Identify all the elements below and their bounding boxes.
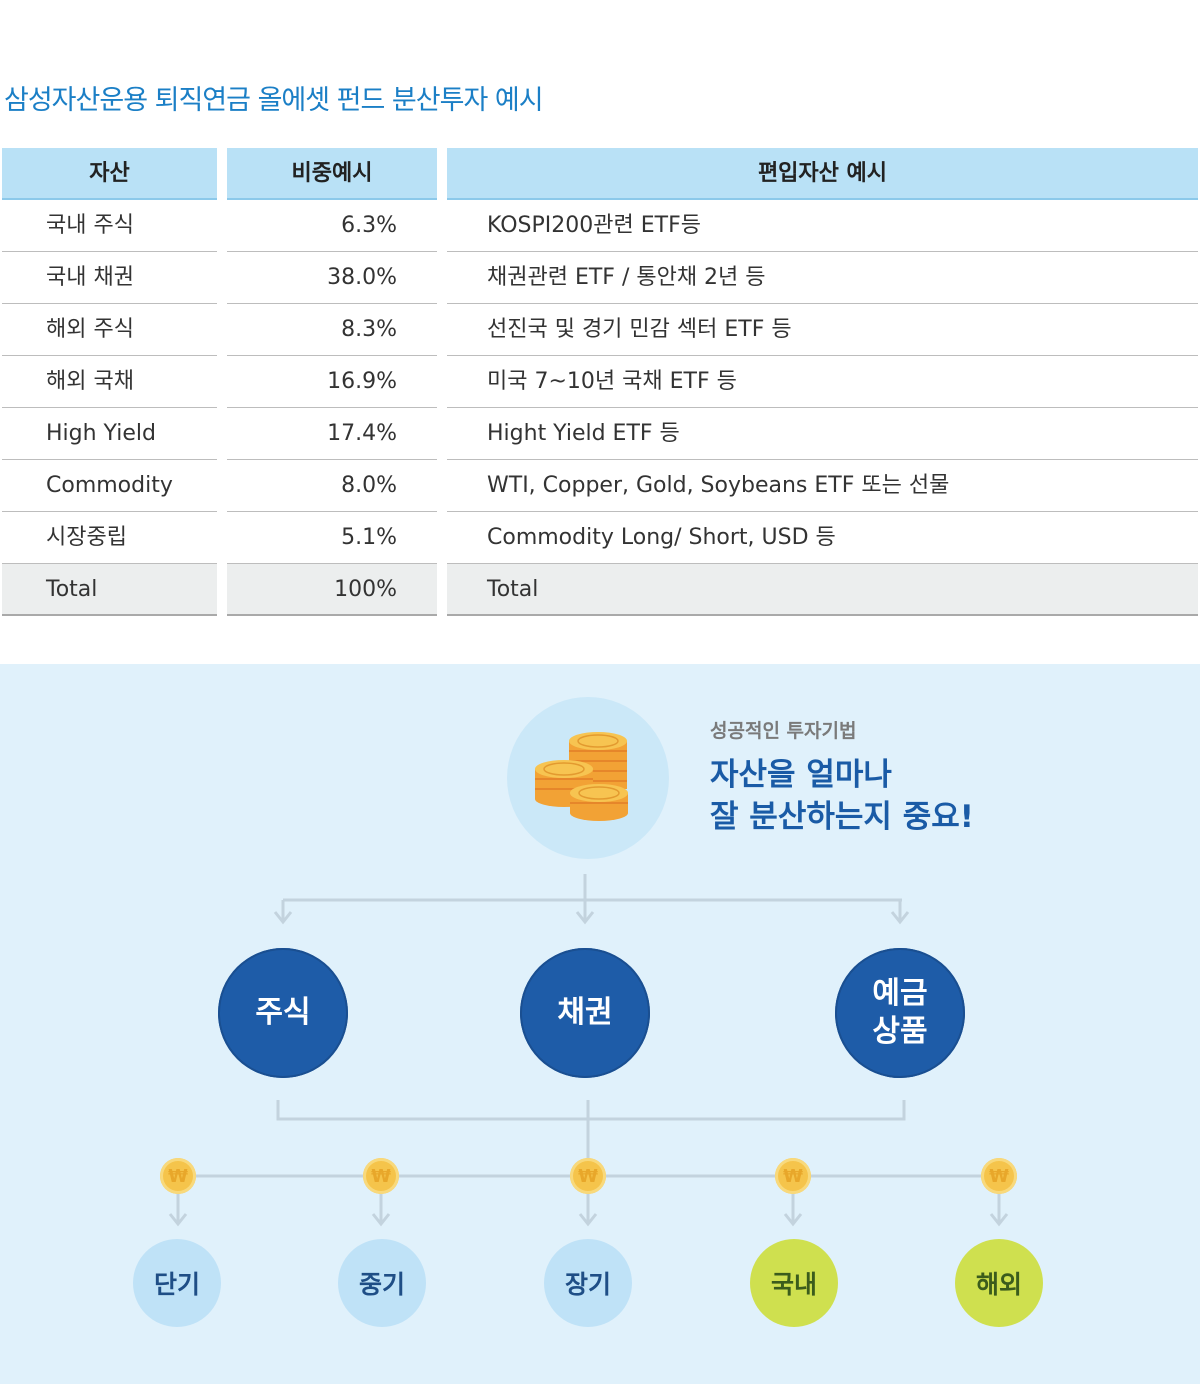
won-coin-icon: ₩ [775,1158,811,1194]
headline-line-2: 잘 분산하는지 중요! [710,799,974,835]
won-coin-icon: ₩ [570,1158,606,1194]
header-asset: 자산 [2,148,217,200]
asset-cell: 해외 국채 [2,356,217,408]
category-bonds: 채권 [520,948,650,1078]
item-overseas: 해외 [955,1239,1043,1327]
item-short-term: 단기 [133,1239,221,1327]
diagram-headline: 자산을 얼마나 잘 분산하는지 중요! [710,754,974,838]
diagram-subtitle: 성공적인 투자기법 [710,720,857,742]
category-stocks: 주식 [218,948,348,1078]
weight-cell: 5.1% [227,512,437,564]
category-deposits: 예금 상품 [835,948,965,1078]
weight-cell: 8.3% [227,304,437,356]
total-asset-cell: Total [2,564,217,616]
diversification-diagram: 성공적인 투자기법 자산을 얼마나 잘 분산하는지 중요! 주식 채권 예금 상… [0,664,1200,1384]
example-cell: KOSPI200관련 ETF등 [447,200,1198,252]
item-long-term: 장기 [544,1239,632,1327]
asset-cell: 해외 주식 [2,304,217,356]
weight-cell: 8.0% [227,460,437,512]
table-row: 국내 주식 6.3% KOSPI200관련 ETF등 [0,200,1200,252]
weight-cell: 16.9% [227,356,437,408]
asset-cell: 시장중립 [2,512,217,564]
header-example: 편입자산 예시 [447,148,1198,200]
won-coin-icon: ₩ [363,1158,399,1194]
table-row: 시장중립 5.1% Commodity Long/ Short, USD 등 [0,512,1200,564]
asset-cell: Commodity [2,460,217,512]
example-cell: WTI, Copper, Gold, Soybeans ETF 또는 선물 [447,460,1198,512]
table-header: 자산 비중예시 편입자산 예시 [0,148,1200,200]
table-row: 해외 국채 16.9% 미국 7~10년 국채 ETF 등 [0,356,1200,408]
item-domestic: 국내 [750,1239,838,1327]
example-cell: Hight Yield ETF 등 [447,408,1198,460]
example-cell: 채권관련 ETF / 통안채 2년 등 [447,252,1198,304]
total-weight-cell: 100% [227,564,437,616]
page-title: 삼성자산운용 퇴직연금 올에셋 펀드 분산투자 예시 [4,85,544,116]
table-total-row: Total 100% Total [0,564,1200,616]
won-coin-icon: ₩ [160,1158,196,1194]
table-row: High Yield 17.4% Hight Yield ETF 등 [0,408,1200,460]
asset-cell: High Yield [2,408,217,460]
asset-cell: 국내 주식 [2,200,217,252]
weight-cell: 6.3% [227,200,437,252]
total-example-cell: Total [447,564,1198,616]
table-row: 해외 주식 8.3% 선진국 및 경기 민감 섹터 ETF 등 [0,304,1200,356]
weight-cell: 38.0% [227,252,437,304]
header-weight: 비중예시 [227,148,437,200]
table-row: 국내 채권 38.0% 채권관련 ETF / 통안채 2년 등 [0,252,1200,304]
headline-line-1: 자산을 얼마나 [710,757,892,793]
example-cell: 선진국 및 경기 민감 섹터 ETF 등 [447,304,1198,356]
example-cell: Commodity Long/ Short, USD 등 [447,512,1198,564]
item-mid-term: 중기 [338,1239,426,1327]
asset-cell: 국내 채권 [2,252,217,304]
table-row: Commodity 8.0% WTI, Copper, Gold, Soybea… [0,460,1200,512]
won-coin-icon: ₩ [981,1158,1017,1194]
coins-illustration [507,697,669,859]
example-cell: 미국 7~10년 국채 ETF 등 [447,356,1198,408]
weight-cell: 17.4% [227,408,437,460]
coin-stack-icon [535,732,628,821]
